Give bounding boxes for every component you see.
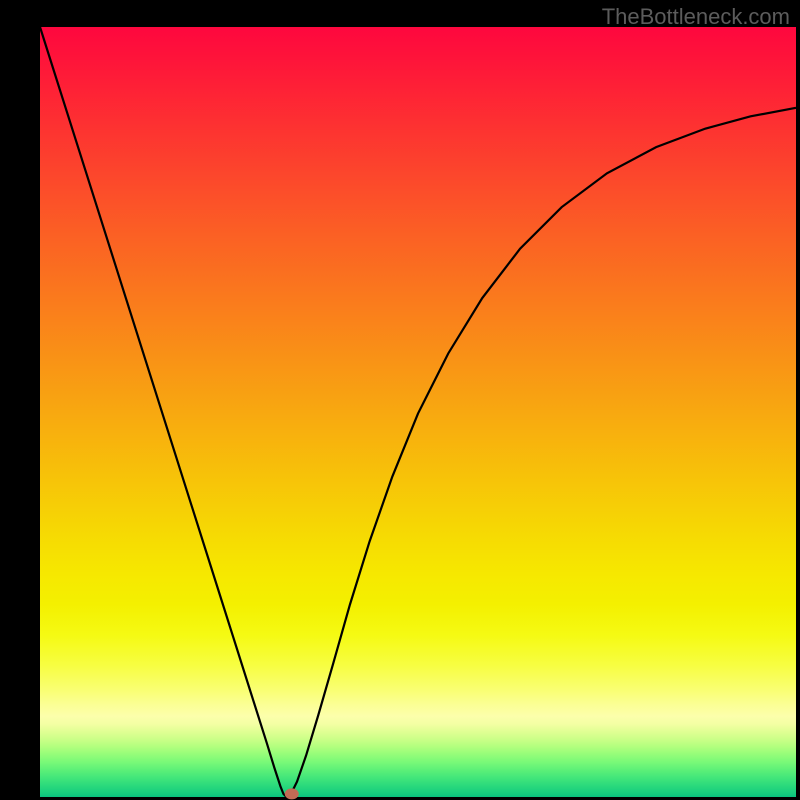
chart-container: { "watermark": { "text": "TheBottleneck.… <box>0 0 800 800</box>
minimum-marker <box>285 788 299 799</box>
chart-curve-layer <box>40 27 796 797</box>
bottleneck-curve <box>40 27 796 797</box>
